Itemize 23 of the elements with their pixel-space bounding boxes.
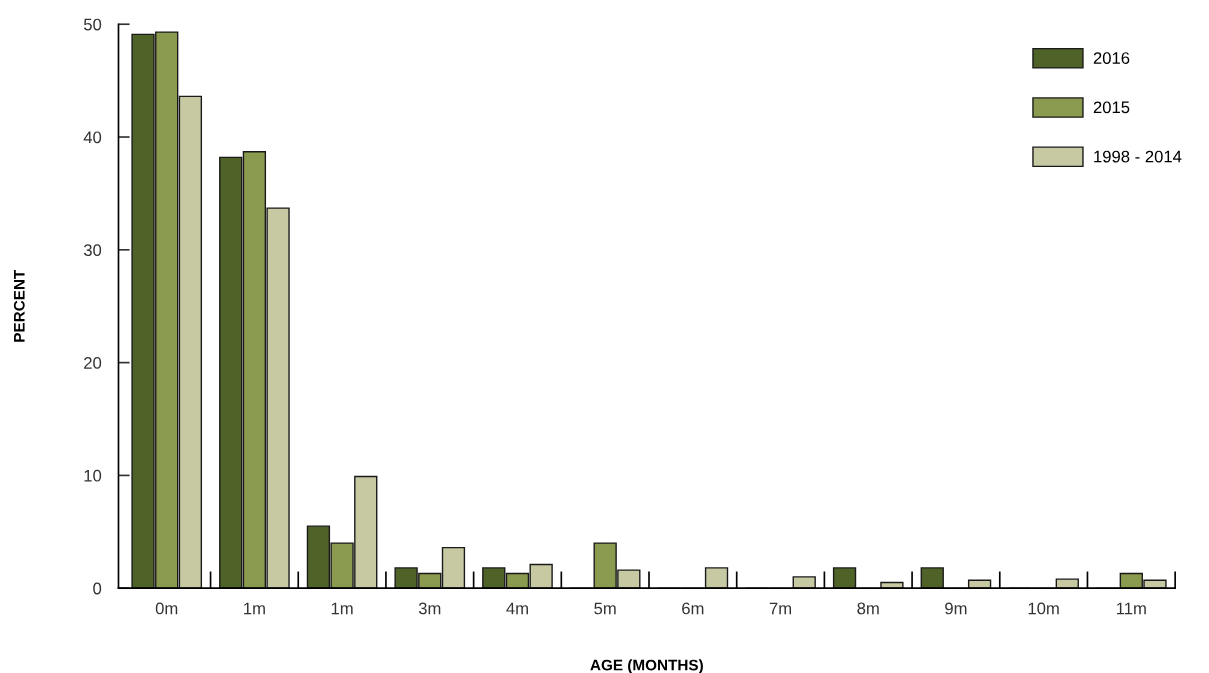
x-tick-label: 7m bbox=[769, 602, 792, 615]
x-tick-label: 4m bbox=[506, 602, 528, 615]
y-tick-label: 0 bbox=[93, 582, 102, 595]
x-tick-label: 11m bbox=[1116, 602, 1146, 615]
x-tick-label: 8m bbox=[857, 602, 879, 615]
y-tick-label: 40 bbox=[83, 131, 102, 144]
x-tick-label: 0m bbox=[155, 602, 178, 615]
x-tick-label: 10m bbox=[1028, 602, 1059, 615]
x-tick-label: 6m bbox=[682, 602, 704, 615]
y-tick-label: 30 bbox=[83, 244, 102, 257]
legend-label: 1998 - 2014 bbox=[1094, 150, 1182, 163]
x-tick-label: 5m bbox=[594, 602, 616, 615]
y-tick-label: 50 bbox=[83, 18, 102, 31]
x-tick-label: 1m bbox=[331, 602, 353, 615]
legend-label: 2015 bbox=[1093, 101, 1130, 114]
legend-label: 2016 bbox=[1093, 52, 1130, 64]
y-tick-label: 20 bbox=[84, 357, 102, 369]
x-tick-label: 3m bbox=[418, 602, 441, 615]
y-tick-label: 10 bbox=[84, 469, 102, 482]
x-tick-label: 1m bbox=[244, 602, 265, 615]
x-axis-title: AGE (MONTHS) bbox=[590, 659, 703, 673]
x-tick-label: 9m bbox=[945, 602, 967, 615]
y-axis-title: PERCENT bbox=[13, 269, 25, 342]
